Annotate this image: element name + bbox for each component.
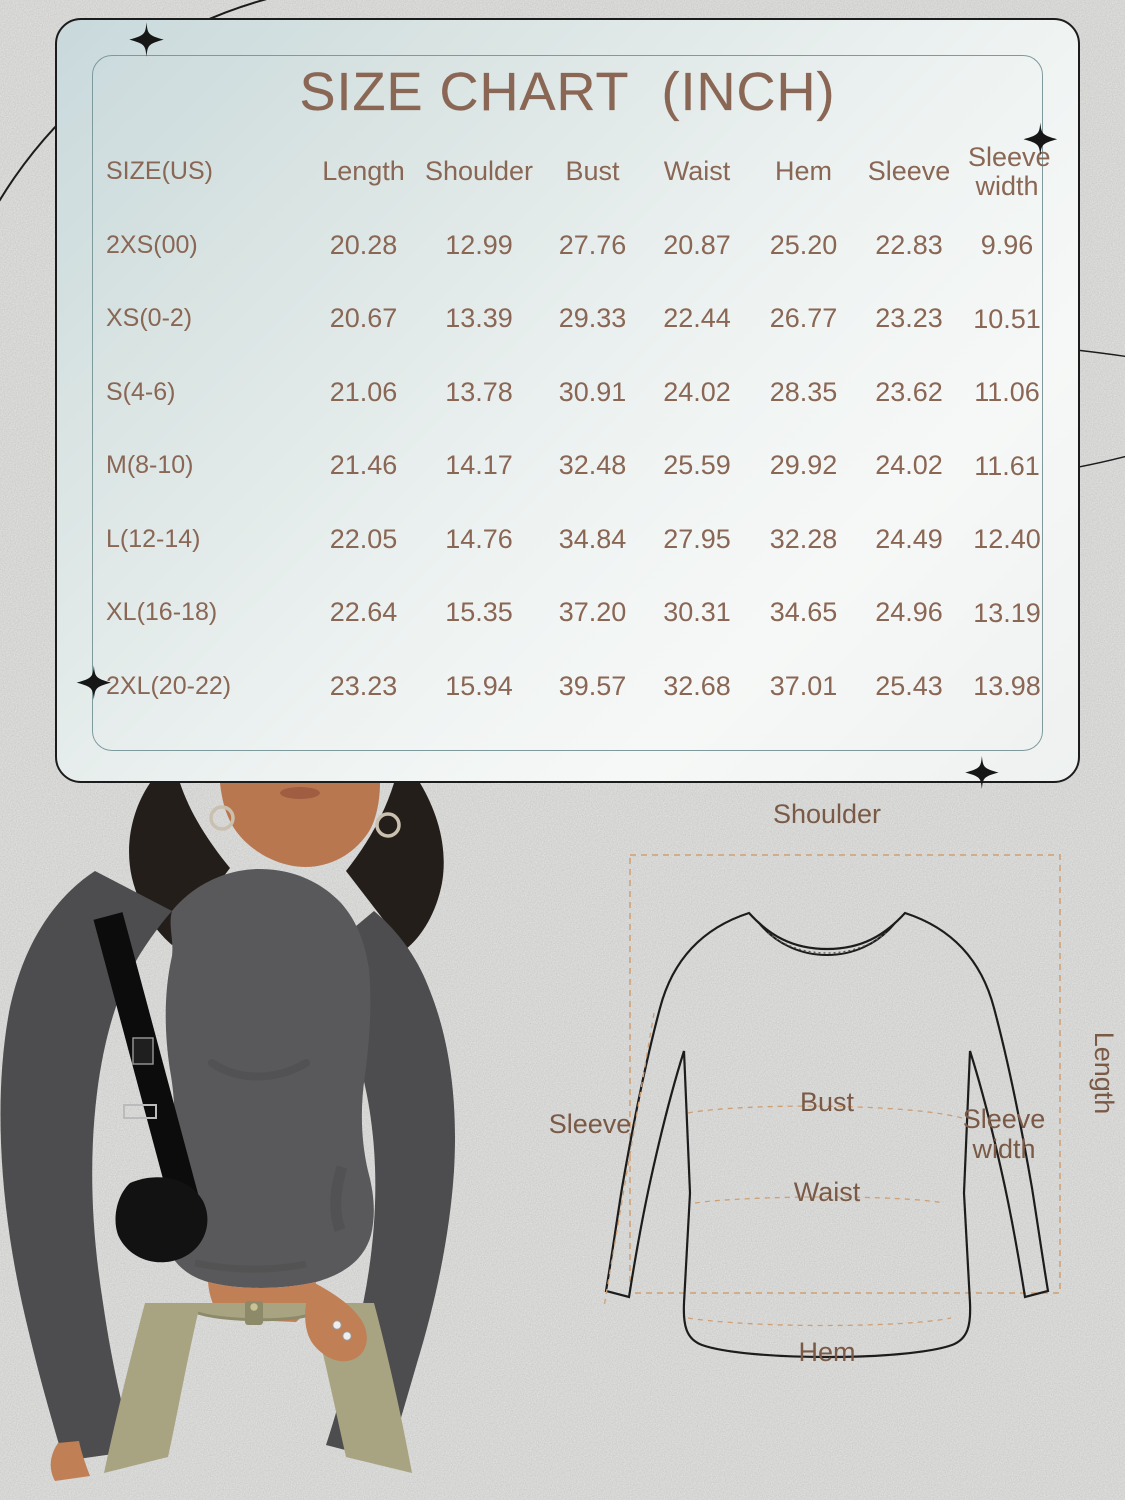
svg-text:Sleeve: Sleeve [963,1104,1046,1134]
svg-text:Shoulder: Shoulder [773,799,881,829]
svg-text:Hem: Hem [798,1337,855,1367]
svg-text:Waist: Waist [794,1177,861,1207]
svg-text:Sleeve: Sleeve [549,1109,632,1139]
svg-text:width: width [971,1134,1035,1164]
svg-text:Bust: Bust [800,1087,855,1117]
svg-text:Length: Length [1089,1032,1119,1115]
